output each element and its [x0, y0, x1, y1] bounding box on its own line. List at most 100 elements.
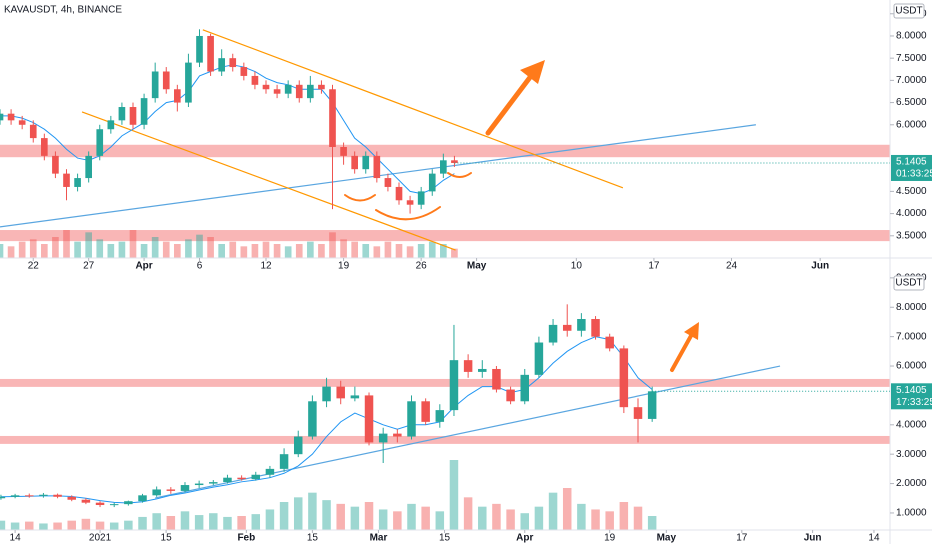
volume-bar	[463, 497, 473, 530]
candle-body	[166, 489, 176, 491]
zone	[0, 378, 890, 387]
x-tick-label: Feb	[237, 533, 255, 544]
arrow-shaft	[485, 73, 534, 136]
chart-title: KAVAUSDT, 4h, BINANCE	[4, 5, 122, 16]
candle-body	[262, 84, 270, 90]
candle-body	[25, 495, 34, 497]
candle-body	[340, 146, 347, 156]
volume-bar	[52, 237, 59, 258]
candle-body	[393, 433, 402, 437]
candle-body	[85, 155, 92, 179]
volume-bar	[534, 506, 544, 530]
x-tick-label: Apr	[135, 261, 152, 272]
candle-body	[140, 98, 148, 125]
volume-bar	[548, 492, 558, 530]
volume-bar	[265, 509, 275, 530]
volume-bar	[284, 246, 292, 258]
x-tick-label: 26	[416, 261, 428, 272]
currency-box	[893, 3, 925, 19]
candle-body	[138, 495, 147, 502]
volume-bar	[406, 246, 414, 258]
arrow-head	[520, 60, 545, 84]
last-price-box	[891, 154, 932, 181]
x-tick-label: 15	[307, 533, 319, 544]
candle-body	[180, 485, 190, 491]
volume-bar	[492, 503, 501, 530]
volume-bar	[237, 516, 246, 530]
volume-bar	[95, 521, 105, 530]
candle-body	[284, 84, 292, 94]
x-tick-label: 19	[338, 261, 350, 272]
candle-body	[364, 395, 374, 443]
x-tick-label: Apr	[516, 533, 533, 544]
candle-body	[96, 129, 104, 156]
volume-bar	[378, 509, 388, 530]
volume-bar	[39, 523, 48, 530]
x-tick-label: 10	[571, 261, 583, 272]
annotations	[344, 60, 699, 372]
volume-bar	[67, 520, 76, 530]
candle-body	[18, 120, 26, 125]
candle-body	[129, 107, 137, 125]
candle-body	[174, 89, 181, 103]
candle-body	[520, 374, 529, 402]
candle-body	[562, 324, 572, 331]
candle-body	[362, 155, 370, 170]
volume-bar	[449, 460, 459, 530]
volume-bar	[194, 515, 204, 530]
y-tick-label: 4.0000	[896, 208, 927, 219]
volume-bar	[440, 244, 447, 258]
y-tick-label: 2.0000	[896, 478, 927, 489]
x-tick-label: 22	[28, 261, 40, 272]
x-tick-label: 27	[83, 261, 95, 272]
volume-bar	[295, 244, 303, 258]
volume-bar	[322, 500, 331, 530]
zone	[0, 144, 890, 158]
candle-body	[107, 120, 115, 130]
volume-bar	[140, 244, 148, 258]
candle-body	[463, 360, 473, 372]
volume-bar	[591, 509, 600, 530]
candle-body	[428, 173, 436, 192]
candle-body	[406, 200, 414, 205]
candle-body	[67, 496, 76, 500]
y-tick-label: 6.5000	[896, 97, 927, 108]
candle-body	[279, 454, 289, 469]
volume-bar	[151, 237, 159, 258]
volume-bar	[0, 244, 4, 258]
x-tick-label: 14	[10, 533, 22, 544]
candle-body	[251, 75, 259, 85]
candle-body	[318, 84, 325, 90]
candle-body	[29, 124, 37, 139]
candle-body	[63, 173, 70, 187]
volume-bar	[520, 513, 529, 530]
volume-bar	[605, 511, 614, 530]
zone	[0, 435, 890, 444]
volume-bar	[577, 503, 586, 530]
volume-bar	[0, 520, 6, 530]
y-tick-label: 6.0000	[896, 119, 927, 130]
candle-body	[435, 410, 445, 422]
volume-bar	[166, 516, 176, 530]
candle-body	[293, 436, 303, 455]
volume-bar	[180, 511, 190, 530]
volume-bar	[384, 241, 392, 258]
y-tick-label: 7.0000	[896, 75, 927, 86]
volume-bar	[18, 241, 26, 258]
x-tick-label: 6	[197, 261, 203, 272]
candle-body	[548, 324, 558, 343]
candle-body	[81, 499, 91, 503]
volume-bar	[81, 518, 91, 530]
volume-bar	[350, 506, 360, 530]
volume-bar	[336, 503, 345, 530]
candle-body	[395, 186, 403, 201]
y-tick-label: 7.0000	[896, 331, 927, 342]
cup-curve	[344, 194, 376, 202]
candle-body	[384, 178, 392, 187]
candle-body	[109, 504, 119, 506]
volume-bar	[273, 244, 281, 258]
candle-body	[451, 160, 458, 163]
candle-body	[295, 84, 303, 99]
y-tick-label: 4.5000	[896, 186, 927, 197]
volume-bar	[329, 232, 336, 258]
